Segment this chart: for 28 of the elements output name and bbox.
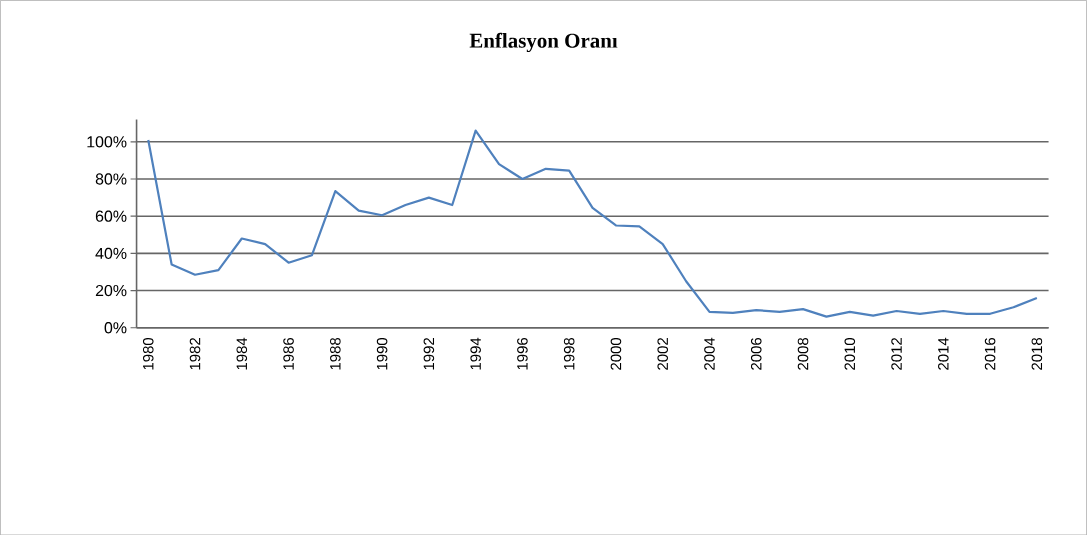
x-tick-label: 2006 xyxy=(750,337,762,370)
x-tick-label: 1986 xyxy=(283,337,294,370)
x-tick-label: 1998 xyxy=(563,337,575,370)
x-tick-label: 1994 xyxy=(470,337,481,370)
y-tick-label: 20% xyxy=(95,284,127,297)
y-tick-label: 80% xyxy=(95,173,127,185)
line-series xyxy=(147,129,1038,318)
x-tick-label: 2004 xyxy=(704,337,715,370)
y-tick-label: 0% xyxy=(104,321,127,334)
x-tick-label: 2018 xyxy=(1031,337,1043,370)
x-tick-label: 2012 xyxy=(891,337,902,370)
x-tick-label: 2000 xyxy=(610,337,622,370)
x-tick-label: 1996 xyxy=(517,337,528,370)
x-tick-label: 2016 xyxy=(984,337,996,370)
x-tick-label: 1990 xyxy=(376,337,388,370)
y-tick-label: 100% xyxy=(87,136,127,148)
x-tick-label: 1982 xyxy=(189,337,201,370)
x-tick-label: 2008 xyxy=(797,337,809,370)
chart-title: Enflasyon Oranı xyxy=(469,32,618,52)
y-tick-label: 40% xyxy=(95,247,127,259)
x-tick-label: 1992 xyxy=(423,337,435,370)
x-tick-label: 1980 xyxy=(142,337,154,370)
x-tick-label: 2014 xyxy=(938,337,949,370)
x-tick-label: 1984 xyxy=(236,337,248,370)
x-tick-label: 1988 xyxy=(330,337,341,370)
y-tick-label: 60% xyxy=(95,210,127,222)
x-tick-label: 2002 xyxy=(657,337,669,370)
x-tick-label: 2010 xyxy=(844,337,856,370)
